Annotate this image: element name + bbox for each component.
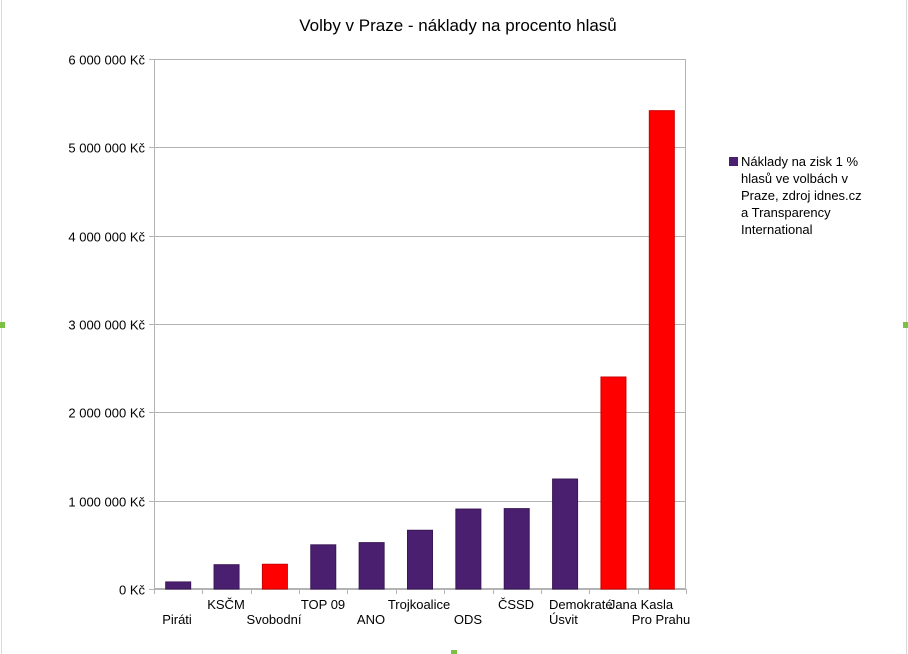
y-tick-label: 5 000 000 Kč [68, 141, 145, 156]
category-label: Demokraté [549, 597, 613, 612]
category-label: Trojkoalice [388, 597, 450, 612]
bar-piráti [165, 581, 192, 590]
legend: Náklady na zisk 1 % hlasů ve volbách v Pra… [729, 154, 862, 237]
legend-swatch [729, 157, 738, 166]
bottom-handle-marker [451, 650, 457, 654]
right-handle-marker [903, 322, 908, 328]
category-label: Úsvit [549, 612, 578, 627]
bar-svobodní [261, 563, 288, 590]
legend-label-line: International [741, 222, 813, 237]
category-label: KSČM [207, 597, 245, 612]
bar-čssd [503, 508, 530, 590]
y-tick-label: 4 000 000 Kč [68, 230, 145, 245]
category-label: ODS [454, 612, 483, 627]
bar-ods [455, 508, 482, 590]
bar-pro-prahu [648, 110, 675, 590]
chart-title: Volby v Praze - náklady na procento hlas… [299, 16, 617, 35]
legend-label-line: Náklady na zisk 1 % [741, 154, 858, 169]
bar-demokraté-jana-kasla [552, 478, 579, 590]
y-tick-label: 1 000 000 Kč [68, 495, 145, 510]
bar-ano [358, 542, 385, 590]
legend-label-line: hlasů ve volbách v [741, 171, 848, 186]
category-label: TOP 09 [301, 597, 345, 612]
y-axis-tick-labels: 0 Kč 1 000 000 Kč 2 000 000 Kč 3 000 000 Kč… [68, 53, 145, 598]
category-label: Jana Kasla [609, 597, 674, 612]
y-tick-label: 2 000 000 Kč [68, 406, 145, 421]
bar-ksčm [213, 564, 240, 590]
left-handle-marker [0, 322, 5, 328]
y-tick-label: 6 000 000 Kč [68, 53, 145, 68]
legend-label-line: Praze, zdroj idnes.cz [741, 188, 862, 203]
category-label: ČSSD [498, 597, 534, 612]
bar-úsvit [600, 376, 627, 590]
y-tick-label: 3 000 000 Kč [68, 318, 145, 333]
bars [165, 110, 675, 590]
y-tick-label: 0 Kč [119, 583, 146, 598]
category-label: ANO [357, 612, 385, 627]
bar-trojkoalice [407, 529, 433, 590]
bar-top-09 [310, 544, 337, 590]
category-label: Svobodní [247, 612, 302, 627]
category-label: Piráti [162, 612, 192, 627]
category-label: Pro Prahu [632, 612, 691, 627]
legend-label-line: a Transparency [741, 205, 831, 220]
